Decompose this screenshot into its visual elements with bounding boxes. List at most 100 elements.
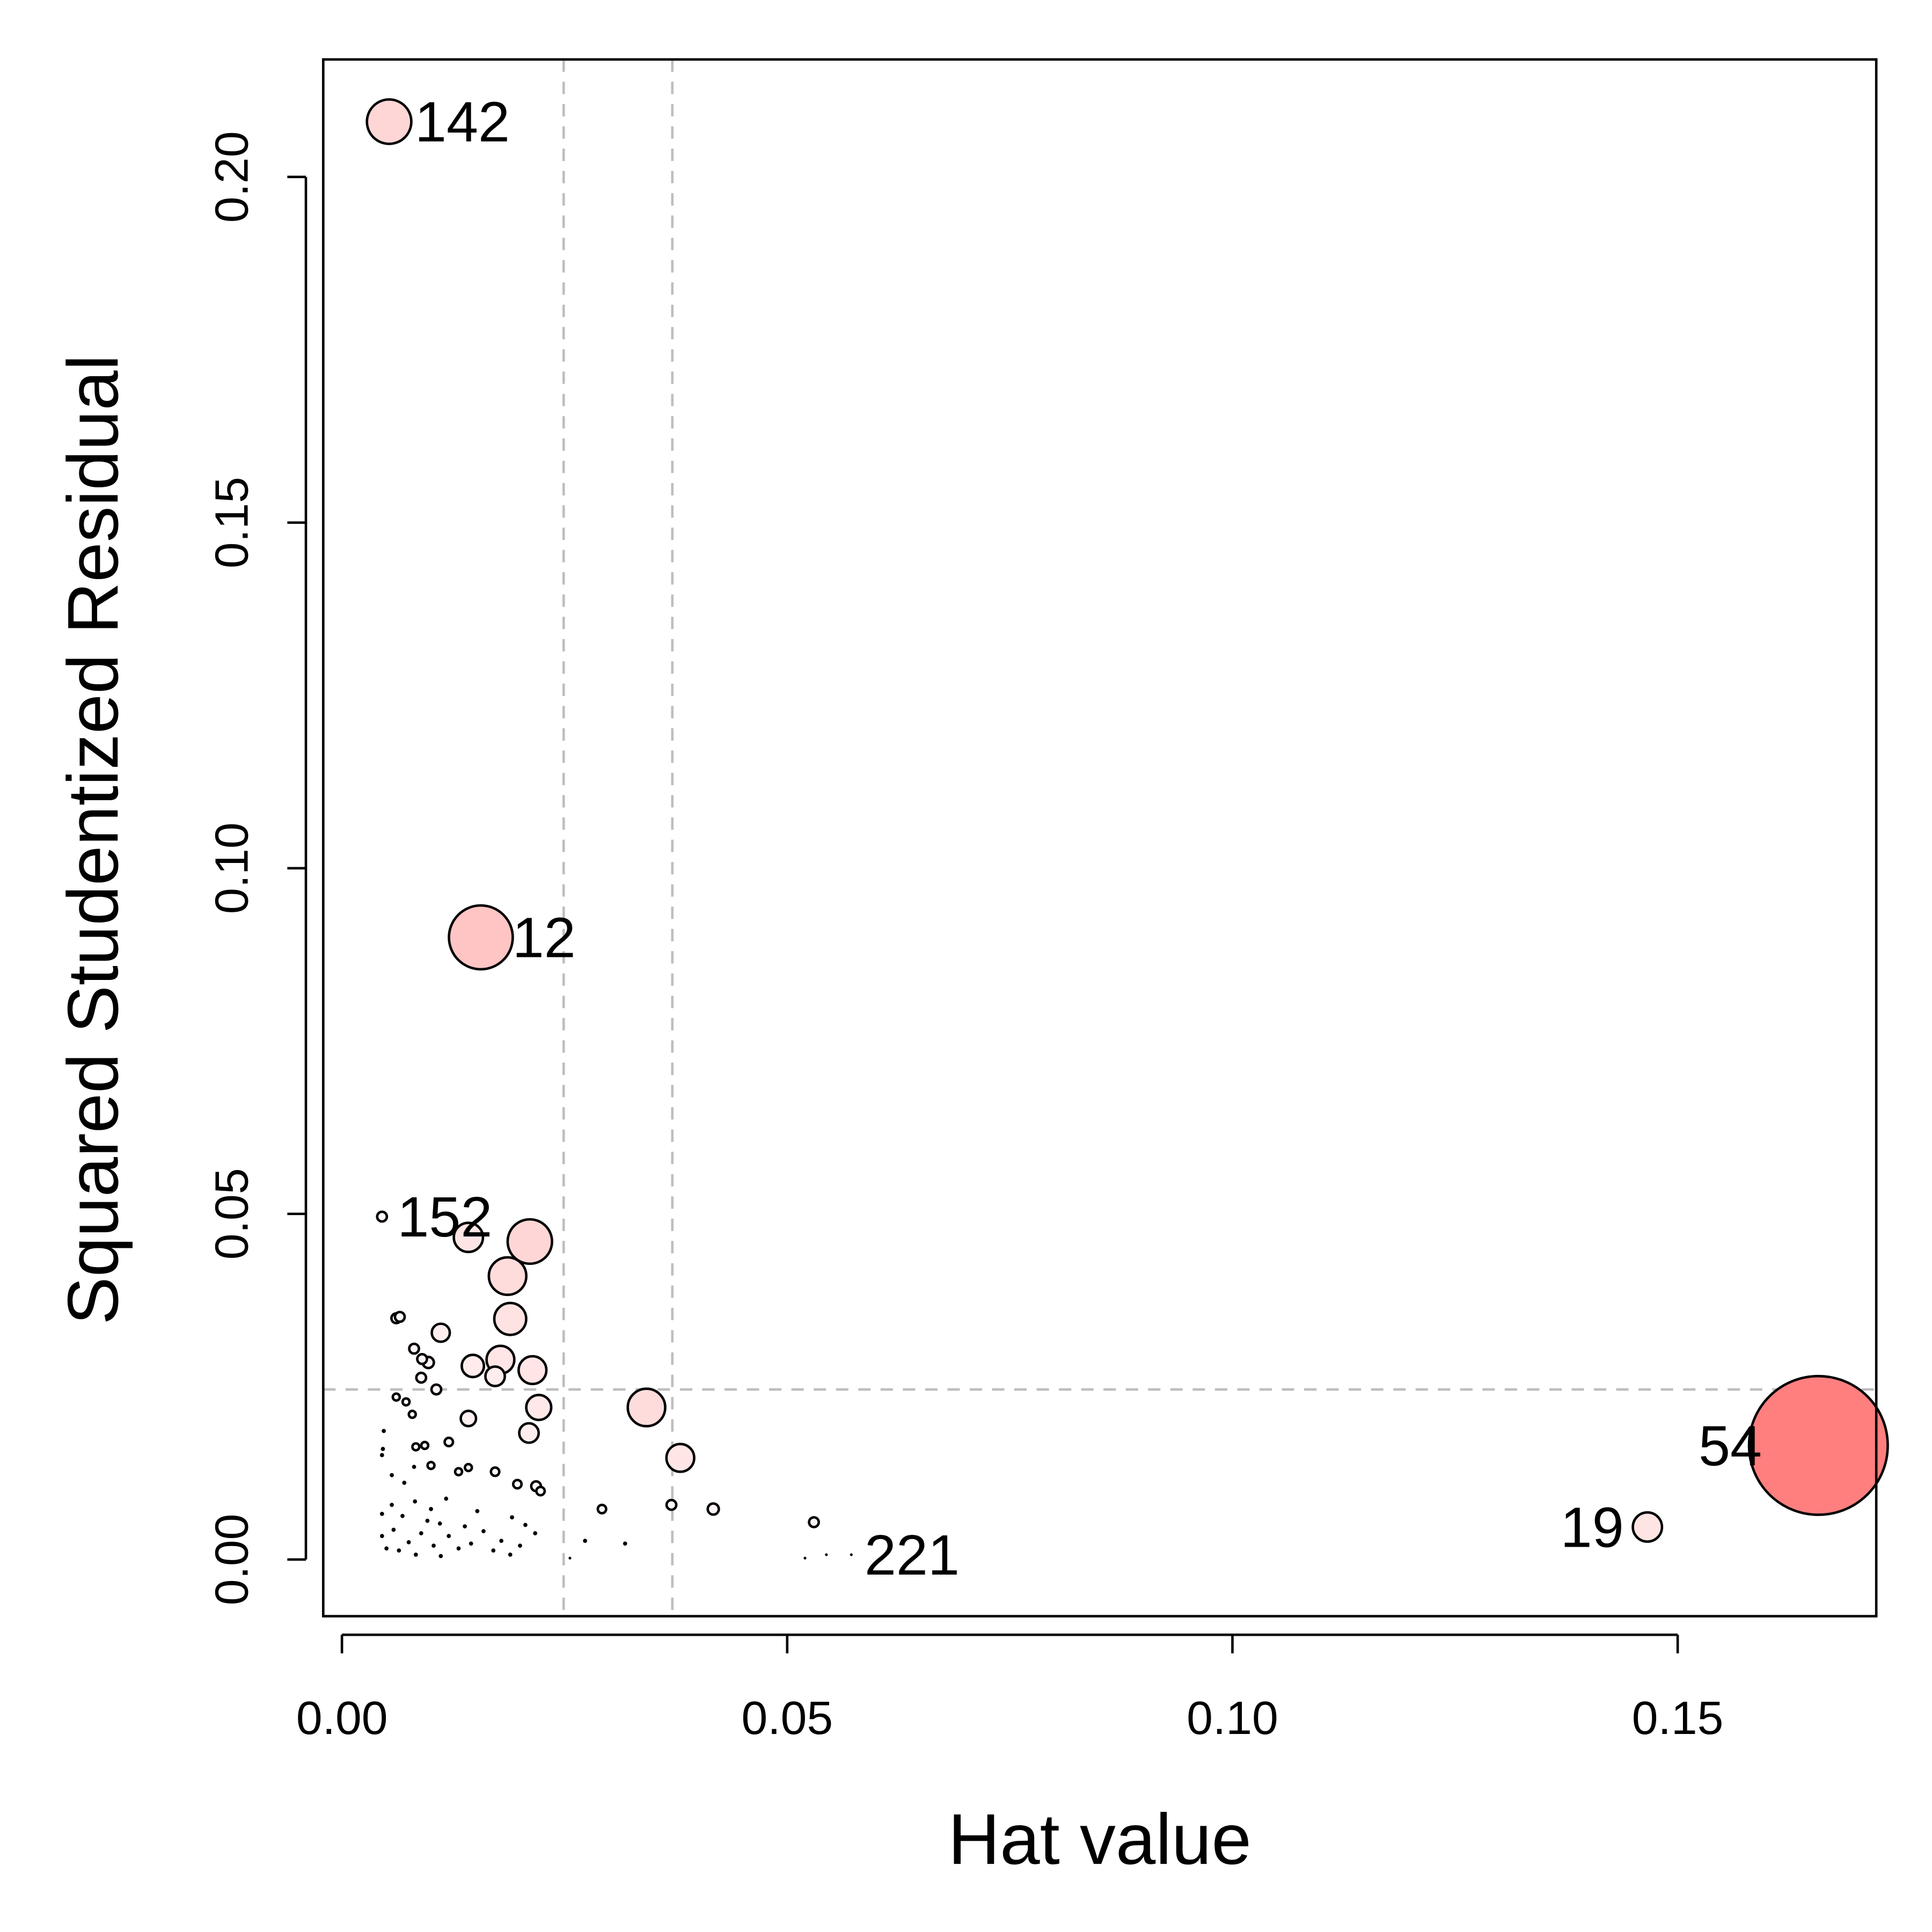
data-point [803, 1556, 807, 1560]
data-point [626, 1387, 667, 1428]
data-point [456, 1546, 461, 1551]
data-point [487, 1256, 528, 1297]
data-point [665, 1443, 696, 1473]
point-label: 142 [415, 91, 510, 154]
data-point [447, 1534, 451, 1538]
data-point [430, 1383, 443, 1396]
data-point [408, 1342, 420, 1355]
data-point [665, 1498, 678, 1511]
data-points [365, 98, 1889, 1560]
data-point [535, 1485, 546, 1497]
data-point [523, 1523, 528, 1527]
data-point [397, 1548, 401, 1553]
data-point [444, 1496, 449, 1501]
data-point [415, 1371, 428, 1384]
data-point [420, 1440, 430, 1451]
data-point [469, 1541, 473, 1546]
data-point [401, 1397, 411, 1407]
data-point [491, 1548, 496, 1553]
data-point [452, 1221, 485, 1254]
y-tick-label: 0.15 [206, 477, 258, 568]
data-point [365, 98, 413, 145]
data-point [390, 1503, 394, 1507]
data-point [391, 1527, 396, 1532]
data-point [533, 1531, 538, 1535]
data-point [506, 1218, 553, 1265]
data-point [376, 1210, 389, 1223]
data-point [489, 1466, 501, 1477]
data-point [1747, 1374, 1889, 1516]
data-point [400, 1513, 405, 1518]
data-point [518, 1543, 522, 1548]
point-label: 19 [1561, 1496, 1624, 1559]
data-point [517, 1355, 548, 1386]
data-point [411, 1442, 421, 1452]
data-point [525, 1393, 553, 1422]
data-point [431, 1543, 436, 1548]
y-tick-label: 0.05 [206, 1168, 258, 1260]
data-point [384, 1546, 389, 1551]
x-axis-label: Hat value [948, 1799, 1252, 1879]
data-point [390, 1473, 394, 1477]
data-point [413, 1499, 418, 1504]
data-point [808, 1516, 820, 1528]
x-tick-label: 0.15 [1632, 1692, 1724, 1744]
data-point [402, 1481, 407, 1485]
data-point [459, 1409, 478, 1428]
y-tick-label: 0.20 [206, 131, 258, 223]
data-point [508, 1553, 513, 1557]
data-point [426, 1460, 436, 1470]
y-axis-label: Squared Studentized Residual [53, 355, 133, 1325]
data-point [382, 1429, 386, 1433]
data-point [484, 1365, 506, 1387]
data-point [510, 1515, 514, 1520]
point-label: 12 [513, 906, 576, 970]
data-point [393, 1311, 406, 1323]
data-point [448, 904, 514, 971]
data-point [379, 1512, 384, 1516]
data-point [596, 1503, 608, 1514]
data-point [583, 1539, 588, 1543]
y-axis: 0.00 0.05 0.10 0.15 0.20 [206, 131, 308, 1606]
data-point [850, 1553, 853, 1556]
data-point [453, 1467, 464, 1477]
data-point [481, 1529, 486, 1533]
data-point [1631, 1511, 1664, 1543]
plot-frame [321, 58, 1878, 1618]
x-axis: 0.00 0.05 0.10 0.15 [296, 1633, 1724, 1744]
data-point [391, 1392, 401, 1402]
x-tick-label: 0.00 [296, 1692, 388, 1744]
x-tick-label: 0.05 [741, 1692, 833, 1744]
x-tick-label: 0.10 [1187, 1692, 1278, 1744]
data-point [518, 1422, 540, 1444]
data-point [406, 1540, 411, 1545]
point-labels: 142 12 152 54 19 221 [397, 91, 1762, 1587]
data-point [379, 1453, 384, 1458]
data-point [511, 1479, 523, 1490]
y-tick-label: 0.10 [206, 822, 258, 914]
data-point [499, 1539, 504, 1543]
data-point [460, 1353, 486, 1379]
reference-lines [323, 59, 1877, 1616]
data-point [412, 1465, 416, 1469]
data-point [463, 1524, 467, 1528]
data-point [706, 1502, 720, 1516]
data-point [825, 1553, 828, 1556]
data-point [407, 1409, 418, 1419]
point-label: 152 [397, 1185, 492, 1249]
data-point [437, 1521, 442, 1526]
data-point [380, 1446, 385, 1451]
data-point [413, 1553, 418, 1557]
data-point [475, 1509, 480, 1513]
data-point [425, 1518, 430, 1523]
data-point [429, 1507, 433, 1511]
data-point [438, 1554, 443, 1558]
data-point [430, 1322, 451, 1343]
data-point [568, 1556, 572, 1560]
data-point [623, 1541, 627, 1546]
y-tick-label: 0.00 [206, 1514, 258, 1606]
data-point [379, 1534, 384, 1538]
point-label: 221 [865, 1524, 960, 1587]
data-point [443, 1436, 455, 1448]
